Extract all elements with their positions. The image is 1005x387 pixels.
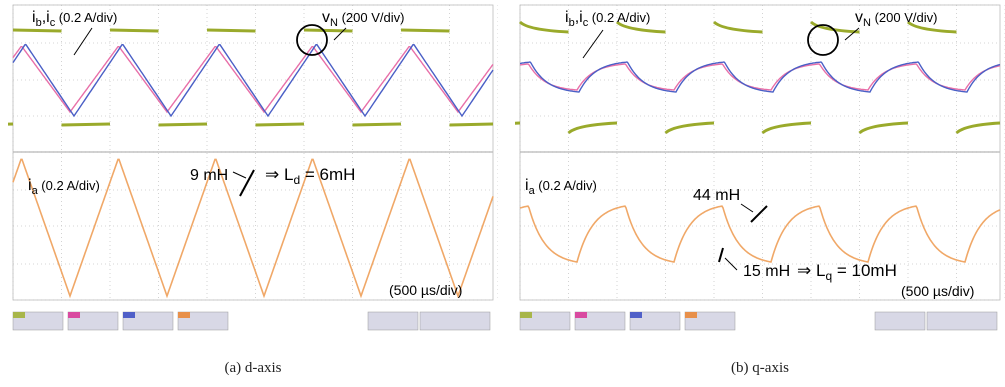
- annotation-inductance-result: ⇒ Lq = 10mH: [797, 261, 897, 283]
- highlight-circle: [807, 24, 839, 56]
- status-channel-box: [519, 311, 571, 331]
- status-trigger-box: [926, 311, 998, 331]
- status-channel-box: [122, 311, 174, 331]
- status-channel-box: [67, 311, 119, 331]
- pointer-ib-ic: [73, 27, 93, 56]
- status-channel-swatch: [178, 312, 190, 318]
- annotation-inductance-measured: 9 mH: [190, 167, 228, 184]
- bottom-current-label: ia (0.2 A/div): [525, 177, 597, 197]
- caption-d-axis: (a) d-axis: [224, 360, 282, 376]
- status-channel-swatch: [575, 312, 587, 318]
- bottom-current-label: ia (0.2 A/div): [28, 177, 100, 197]
- pointer-vn: [333, 27, 347, 41]
- slope-marker: [239, 169, 255, 197]
- pointer-vn: [844, 27, 860, 41]
- status-channel-box: [574, 311, 626, 331]
- trace-ic: [519, 61, 1001, 93]
- pointer-44mH: [740, 203, 754, 213]
- trace-ib: [12, 46, 494, 114]
- status-timebase-box: [367, 311, 419, 331]
- trace-ia: [519, 205, 1001, 263]
- status-channel-box: [684, 311, 736, 331]
- scope-panel-q-axis: ib,ic (0.2 A/div) vN (200 V/div) ia (0.2…: [515, 0, 1005, 387]
- scope-panel-d-axis: ib,ic (0.2 A/div) vN (200 V/div) ia (0.2…: [8, 0, 498, 387]
- status-channel-swatch: [630, 312, 642, 318]
- time-scale-label: (500 µs/div): [901, 283, 974, 299]
- status-channel-swatch: [13, 312, 25, 318]
- screen-border: [12, 4, 494, 301]
- slope-marker-low: [718, 247, 724, 263]
- annotation-inductance-low: 15 mH: [743, 263, 790, 280]
- scope-screen-q-axis: ib,ic (0.2 A/div) vN (200 V/div) ia (0.2…: [515, 0, 1005, 352]
- top-current-label: ib,ic (0.2 A/div): [32, 9, 117, 29]
- trace-ia: [12, 158, 494, 299]
- top-voltage-label: vN (200 V/div): [855, 9, 937, 29]
- annotation-inductance-result: ⇒ Ld = 6mH: [265, 165, 355, 187]
- status-channel-box: [177, 311, 229, 331]
- status-channel-swatch: [123, 312, 135, 318]
- status-channel-box: [12, 311, 64, 331]
- trace-vn: [515, 20, 1001, 135]
- annotation-inductance-high: 44 mH: [693, 187, 740, 204]
- caption-q-axis: (b) q-axis: [731, 360, 789, 376]
- status-channel-box: [629, 311, 681, 331]
- screen-border: [519, 4, 1001, 301]
- status-trigger-box: [419, 311, 491, 331]
- status-timebase-box: [874, 311, 926, 331]
- slope-marker-high: [750, 205, 768, 223]
- scope-screen-d-axis: ib,ic (0.2 A/div) vN (200 V/div) ia (0.2…: [8, 0, 498, 352]
- status-channel-swatch: [685, 312, 697, 318]
- trace-ic: [12, 44, 494, 118]
- top-voltage-label: vN (200 V/div): [322, 9, 404, 29]
- time-scale-label: (500 µs/div): [389, 282, 462, 298]
- pointer-9mH: [232, 171, 247, 179]
- pointer-ib-ic: [582, 29, 604, 59]
- top-current-label: ib,ic (0.2 A/div): [565, 9, 650, 29]
- status-channel-swatch: [68, 312, 80, 318]
- highlight-circle: [296, 24, 328, 56]
- trace-vn: [8, 28, 494, 127]
- pointer-15mH: [724, 257, 738, 271]
- status-channel-swatch: [520, 312, 532, 318]
